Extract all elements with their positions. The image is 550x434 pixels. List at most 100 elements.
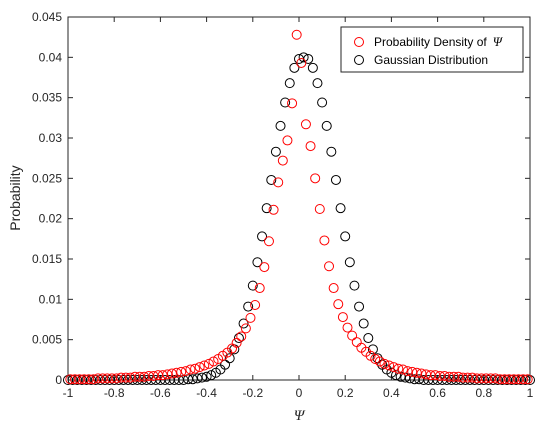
probability-density-point [166,368,177,379]
probability-density-point [347,330,358,341]
probability-density-point [231,337,242,348]
gaussian-point [192,373,203,384]
probability-density-point [194,362,205,373]
gaussian-point [326,146,337,157]
legend-label-probability-density-text: Probability Density of [374,35,487,49]
gaussian-point [367,344,378,355]
probability-density-point [402,366,413,377]
x-tick-label: -0.8 [104,386,125,400]
gaussian-point [335,203,346,214]
legend-label-gaussian: Gaussian Distribution [374,53,488,67]
x-tick-label: -0.2 [242,386,263,400]
legend: Probability Density of Ψ Gaussian Distrib… [340,26,524,73]
y-tick-label: 0.005 [32,333,62,347]
probability-density-point [254,283,265,294]
probability-density-point [300,119,311,130]
gaussian-point [298,52,309,63]
gaussian-point [257,231,268,242]
probability-density-point [236,331,247,342]
probability-density-point [185,364,196,375]
probability-density-point [518,374,529,385]
gaussian-point [187,374,198,385]
y-tick-label: 0.03 [39,131,63,145]
probability-density-point [203,358,214,369]
probability-density-point [268,204,279,215]
gaussian-point [317,97,328,108]
series-layer [63,29,535,385]
y-tick-label: 0.045 [32,10,62,24]
probability-density-point [157,370,168,381]
gaussian-point [252,257,263,268]
x-tick-label: -1 [63,386,74,400]
probability-density-point [374,356,385,367]
gaussian-point [312,78,323,89]
gaussian-point [247,280,258,291]
y-tick-label: 0.01 [39,292,63,306]
gaussian-point [363,333,374,344]
y-tick-label: 0 [55,373,62,387]
x-axis: -1 -0.8 -0.6 -0.4 -0.2 0 0.2 0.4 0.6 0.8 1 [63,17,534,400]
gaussian-point [330,174,341,185]
probability-density-point [416,368,427,379]
x-tick-label: 0.2 [337,386,354,400]
probability-density-point [337,312,348,323]
probability-density-point [176,366,187,377]
probability-density-point [259,262,270,273]
series-gaussian [63,52,535,385]
probability-density-point [296,57,307,68]
x-tick-label: 0.4 [383,386,400,400]
legend-box [340,26,524,73]
legend-marker-gaussian [354,55,364,65]
probability-density-point [314,203,325,214]
probability-density-point [287,98,298,109]
x-tick-label: -0.6 [150,386,171,400]
probability-density-point [310,173,321,184]
probability-density-point [305,141,316,152]
gaussian-point [201,371,212,382]
gaussian-point [266,174,277,185]
gaussian-point [307,62,318,73]
probability-density-point [370,354,381,365]
probability-density-point [522,374,533,385]
plot-area [67,16,531,381]
probability-density-point [379,358,390,369]
probability-density-point [282,135,293,146]
gaussian-point [284,78,295,89]
probability-density-point [384,360,395,371]
x-tick-label: 0.8 [475,386,492,400]
probability-density-point [273,177,284,188]
y-axis: 0 0.005 0.01 0.015 0.02 0.025 0.03 0.035 0.04 0.0… [32,10,530,387]
x-tick-label: 1 [527,386,534,400]
x-tick-label: 0.6 [429,386,446,400]
probability-density-point [245,312,256,323]
probability-density-point [190,363,201,374]
probability-density-point [199,360,210,371]
x-tick-label: -0.4 [196,386,217,400]
gaussian-point [270,146,281,157]
x-tick-label: 0 [296,386,303,400]
gaussian-point [349,280,360,291]
probability-density-point [328,283,339,294]
probability-density-point [250,299,261,310]
gaussian-point [354,301,365,312]
probability-density-point [240,323,251,334]
probability-density-point [171,367,182,378]
gaussian-point [238,318,249,329]
probability-density-point [263,236,274,247]
y-tick-label: 0.015 [32,252,62,266]
gaussian-point [233,333,244,344]
gaussian-point [289,62,300,73]
y-tick-label: 0.02 [39,212,63,226]
gaussian-point [358,318,369,329]
probability-density-point [277,155,288,166]
y-tick-label: 0.035 [32,91,62,105]
gaussian-point [261,203,272,214]
probability-density-point [397,364,408,375]
probability-density-point [208,356,219,367]
probability-density-point [393,363,404,374]
gaussian-point [206,370,217,381]
probability-density-point [162,369,173,380]
probability-density-point [319,235,330,246]
